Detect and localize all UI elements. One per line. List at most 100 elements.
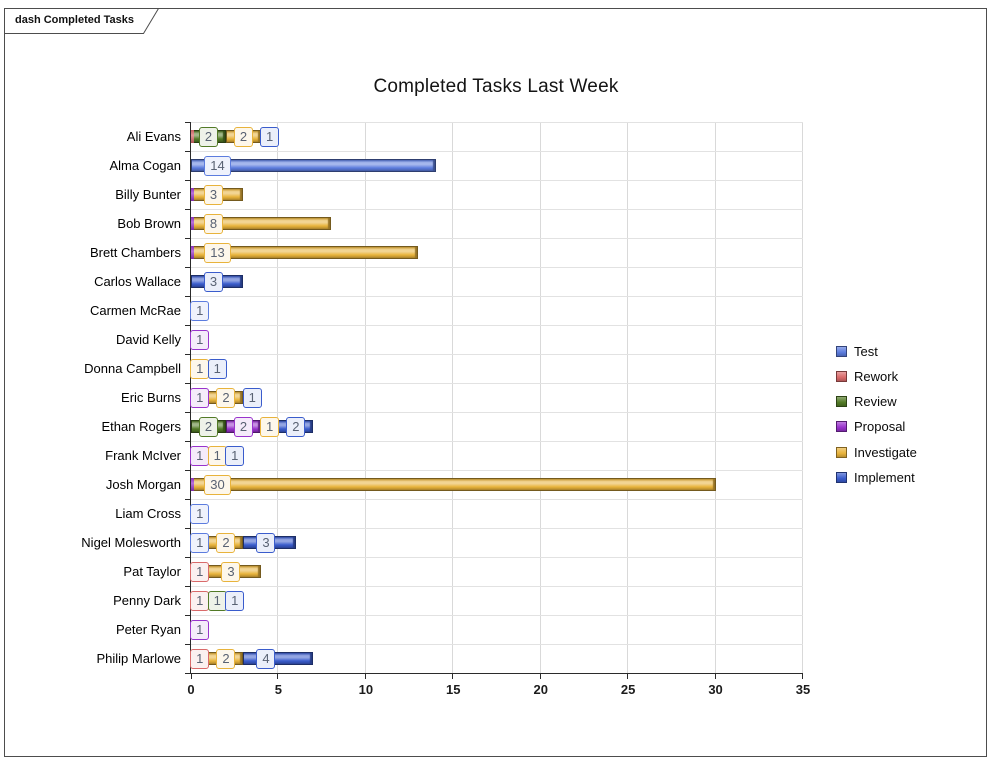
value-label: 3	[204, 271, 223, 292]
value-label: 1	[260, 416, 280, 437]
x-tick-label: 30	[708, 682, 723, 697]
legend-item-rework: Rework	[836, 369, 898, 384]
y-axis-tick	[185, 412, 191, 413]
y-axis-tick	[185, 615, 191, 616]
gridline-vertical	[277, 122, 279, 673]
category-label: Ethan Rogers	[101, 419, 182, 434]
value-label: 1	[190, 561, 210, 582]
y-axis-tick	[185, 267, 191, 268]
value-label: 2	[198, 126, 218, 147]
category-label: Pat Taylor	[123, 564, 181, 579]
y-axis-tick	[185, 441, 191, 442]
gridline-vertical	[539, 122, 541, 673]
gridline-vertical	[714, 122, 716, 673]
gridline-horizontal	[191, 354, 803, 355]
value-label: 1	[190, 387, 210, 408]
x-axis-tick	[452, 674, 454, 679]
zero-value-sliver-proposal	[191, 478, 194, 491]
y-axis-tick	[185, 557, 191, 558]
zero-value-sliver-rework	[191, 130, 194, 143]
legend-label: Review	[854, 394, 897, 410]
category-label: Nigel Molesworth	[81, 535, 181, 550]
y-axis-tick	[185, 470, 191, 471]
x-axis-tick	[539, 674, 541, 679]
y-axis-tick	[185, 296, 191, 297]
diagram-tab[interactable]: dash Completed Tasks	[4, 8, 164, 34]
value-label: 1	[190, 445, 210, 466]
legend-item-proposal: Proposal	[836, 419, 905, 434]
y-axis-tick	[185, 354, 191, 355]
gridline-horizontal	[191, 586, 803, 587]
y-axis-tick	[185, 209, 191, 210]
bar-segment-implement	[243, 652, 314, 665]
legend-swatch-investigate-icon	[836, 446, 847, 458]
value-label: 1	[207, 445, 227, 466]
value-label: 1	[260, 126, 280, 147]
legend-item-test: Test	[836, 344, 878, 359]
gridline-vertical	[364, 122, 366, 673]
diagram-frame	[4, 8, 987, 757]
x-axis-tick	[627, 674, 629, 679]
gridline-horizontal	[191, 122, 803, 123]
x-tick-label: 35	[795, 682, 811, 697]
zero-value-sliver-proposal	[191, 217, 194, 230]
value-label: 2	[233, 416, 253, 437]
gridline-horizontal	[191, 412, 803, 413]
value-label: 1	[190, 532, 210, 553]
value-label: 1	[242, 387, 262, 408]
legend-swatch-test-icon	[836, 345, 847, 357]
value-label: 2	[286, 416, 306, 437]
category-label: Billy Bunter	[115, 187, 181, 202]
value-label: 2	[198, 416, 218, 437]
gridline-horizontal	[191, 557, 803, 558]
category-label: Liam Cross	[115, 506, 181, 521]
value-label: 1	[190, 300, 210, 321]
value-label: 13	[204, 242, 231, 263]
category-label: Peter Ryan	[115, 622, 181, 637]
y-axis-tick	[185, 586, 191, 587]
legend-label: Implement	[854, 470, 915, 485]
x-tick-label: 20	[533, 682, 548, 697]
y-axis-tick	[185, 383, 191, 384]
gridline-horizontal	[191, 151, 803, 152]
category-label: Penny Dark	[113, 593, 181, 608]
category-label: Philip Marlowe	[96, 651, 181, 666]
category-label: Ali Evans	[126, 129, 181, 144]
category-label: Donna Campbell	[84, 361, 181, 376]
legend-item-implement: Implement	[836, 470, 915, 485]
value-label: 1	[225, 590, 245, 611]
legend-swatch-implement-icon	[836, 472, 847, 483]
gridline-horizontal	[191, 180, 803, 181]
chart-title: Completed Tasks Last Week	[373, 76, 619, 97]
legend-item-review: Review	[836, 394, 897, 410]
x-tick-label: 15	[446, 682, 461, 697]
x-axis-tick	[364, 674, 366, 679]
category-label: Bob Brown	[117, 216, 181, 231]
gridline-horizontal	[191, 615, 803, 616]
gridline-horizontal	[191, 644, 803, 645]
gridline-horizontal	[191, 470, 803, 471]
zero-value-sliver-proposal	[191, 246, 194, 259]
value-label: 1	[207, 358, 227, 379]
gridline-vertical	[627, 122, 629, 673]
value-label: 1	[190, 590, 210, 611]
legend: Test Rework Review Proposal Investigate Imple…	[836, 344, 976, 504]
value-label: 1	[190, 619, 210, 640]
y-axis-tick	[185, 499, 191, 500]
y-axis-tick	[185, 325, 191, 326]
value-label: 1	[190, 648, 210, 669]
category-label: Carlos Wallace	[94, 274, 181, 289]
value-label: 14	[204, 155, 231, 176]
x-tick-label: 5	[274, 682, 283, 697]
bar-segment-investigate	[191, 478, 716, 491]
gridline-horizontal	[191, 325, 803, 326]
x-tick-label: 0	[187, 682, 195, 697]
diagram-tab-shape	[4, 8, 160, 34]
y-axis-tick	[185, 644, 191, 645]
category-label: Josh Morgan	[105, 477, 181, 492]
y-axis-tick	[185, 122, 191, 123]
zero-value-sliver-proposal	[191, 188, 194, 201]
value-label: 1	[207, 590, 227, 611]
value-label: 2	[216, 387, 236, 408]
